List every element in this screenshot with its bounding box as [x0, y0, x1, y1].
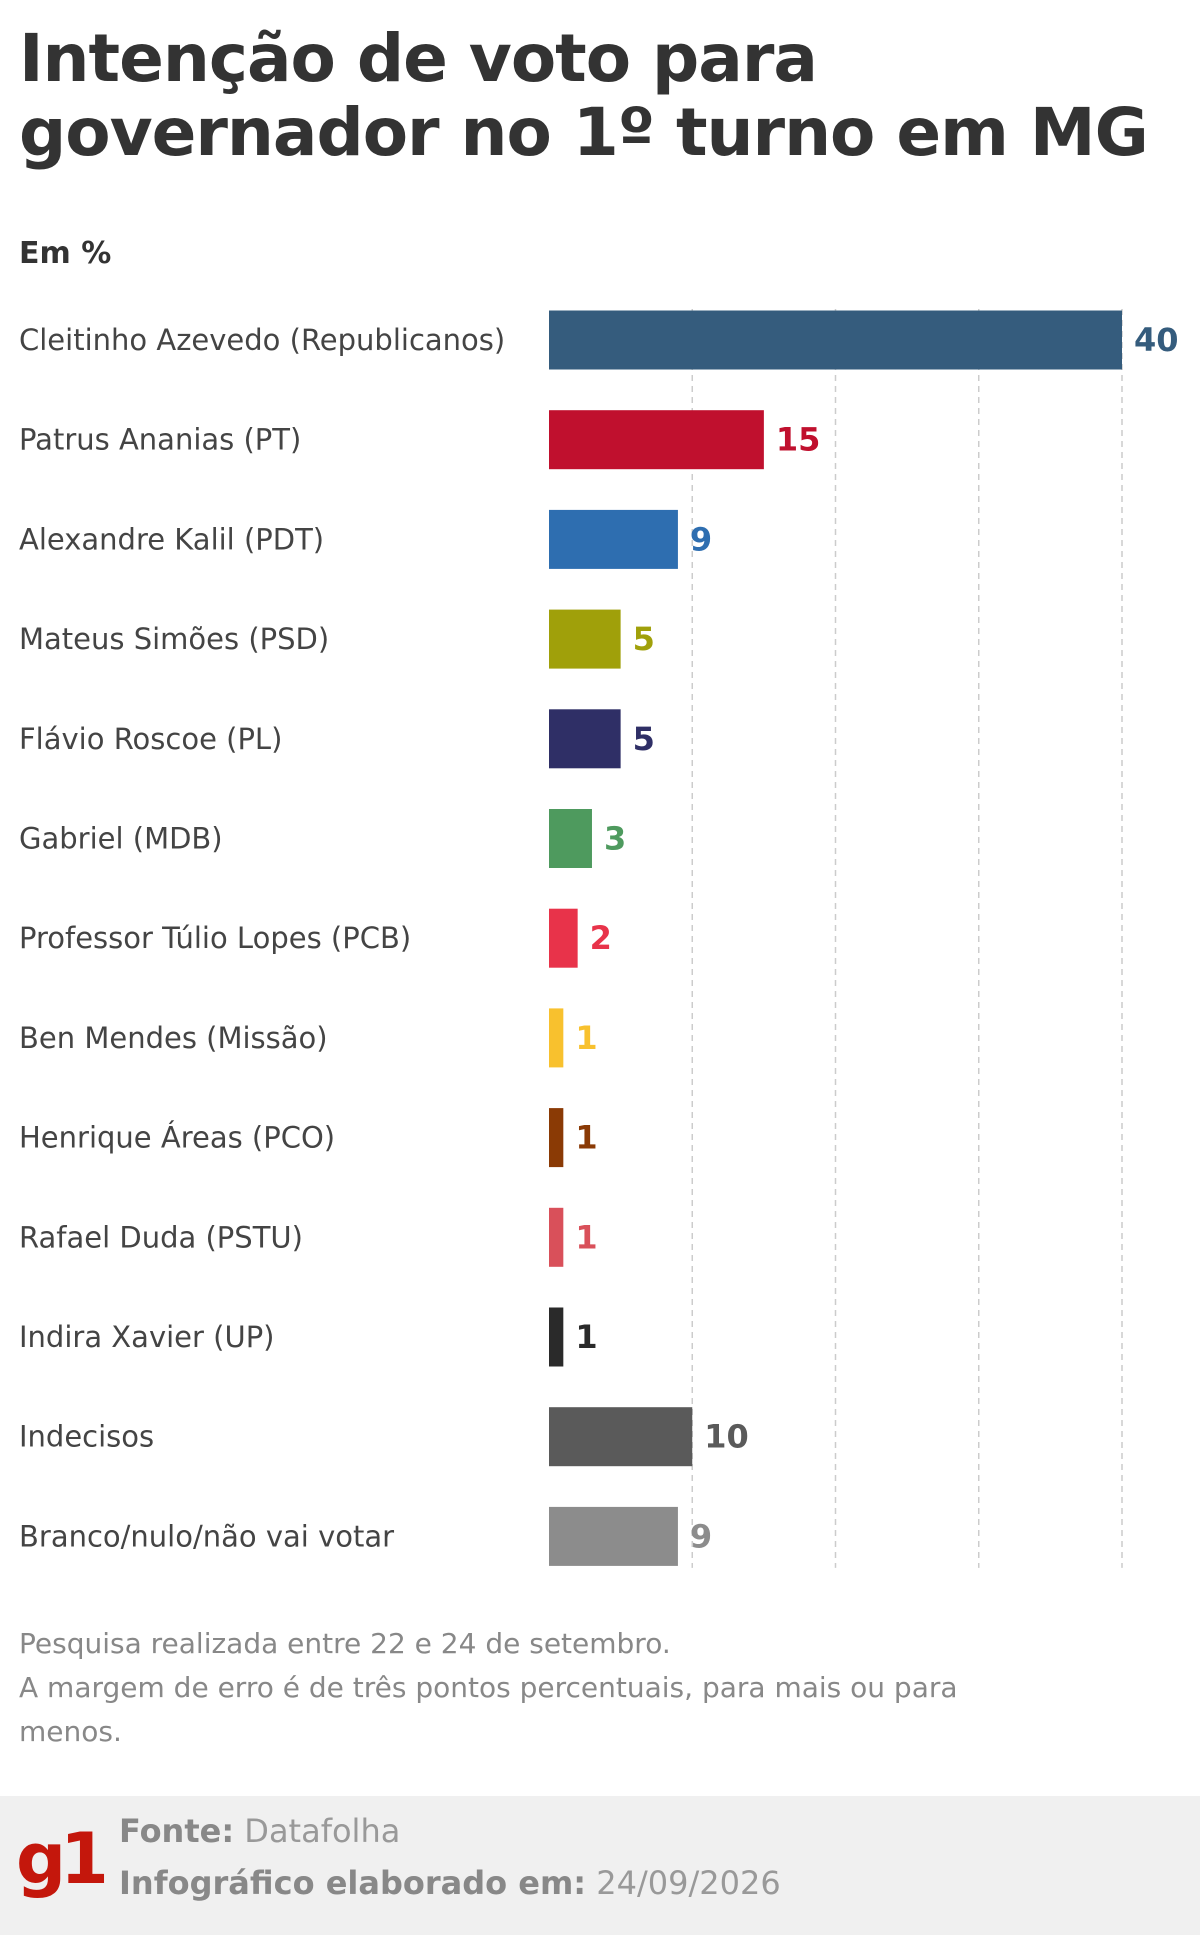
chart-title: Intenção de voto para governador no 1º t… [19, 20, 1149, 171]
value-label: 5 [633, 620, 655, 658]
note-line: Pesquisa realizada entre 22 e 24 de sete… [19, 1627, 671, 1660]
date-line: Infográfico elaborado em: 24/09/2026 [119, 1864, 781, 1902]
value-label: 15 [776, 421, 821, 459]
category-label: Professor Túlio Lopes (PCB) [19, 921, 411, 955]
bar [549, 1307, 564, 1367]
chart: Cleitinho Azevedo (Republicanos) 40 Patrus… [19, 309, 1179, 1568]
bar [549, 410, 764, 470]
category-label: Alexandre Kalil (PDT) [19, 522, 324, 556]
value-label: 9 [690, 520, 712, 558]
bar [549, 1407, 693, 1467]
date-label: Infográfico elaborado em: [119, 1864, 587, 1902]
note: Pesquisa realizada entre 22 e 24 de sete… [19, 1622, 1029, 1754]
note-line: A margem de erro é de três pontos percen… [19, 1671, 958, 1748]
bar [549, 310, 1122, 370]
value-label: 1 [575, 1119, 597, 1157]
footer: g1 Fonte: Datafolha Infográfico elaborad… [0, 1796, 1200, 1935]
bar [549, 809, 592, 868]
source: Datafolha [244, 1812, 401, 1850]
category-label: Indira Xavier (UP) [19, 1320, 275, 1354]
bar [549, 709, 621, 769]
bar [549, 609, 621, 669]
value-label: 1 [575, 1218, 597, 1256]
category-label: Cleitinho Azevedo (Republicanos) [19, 323, 505, 357]
category-label: Mateus Simões (PSD) [19, 622, 329, 656]
category-label: Ben Mendes (Missão) [19, 1021, 328, 1055]
bar [549, 509, 678, 569]
date: 24/09/2026 [596, 1864, 781, 1902]
value-label: 1 [575, 1019, 597, 1057]
value-label: 3 [604, 820, 626, 858]
bar [549, 1207, 564, 1267]
value-label: 10 [704, 1418, 749, 1456]
value-label: 2 [590, 919, 612, 957]
subtitle: Em % [19, 236, 112, 271]
category-label: Henrique Áreas (PCO) [19, 1121, 335, 1155]
source-line: Fonte: Datafolha [119, 1812, 400, 1850]
category-label: Patrus Ananias (PT) [19, 423, 301, 457]
category-label: Rafael Duda (PSTU) [19, 1220, 303, 1254]
bar [549, 1108, 564, 1168]
value-label: 5 [633, 720, 655, 758]
logo: g1 [16, 1818, 109, 1900]
value-label: 9 [690, 1517, 712, 1555]
category-label: Gabriel (MDB) [19, 822, 223, 856]
bar [549, 1008, 564, 1068]
category-label: Flávio Roscoe (PL) [19, 722, 282, 756]
bar [549, 1506, 678, 1566]
source-label: Fonte: [119, 1812, 235, 1850]
category-label: Indecisos [19, 1420, 154, 1454]
category-label: Branco/nulo/não vai votar [19, 1519, 394, 1553]
value-label: 1 [575, 1318, 597, 1356]
bar [549, 908, 578, 968]
value-label: 40 [1134, 321, 1179, 359]
